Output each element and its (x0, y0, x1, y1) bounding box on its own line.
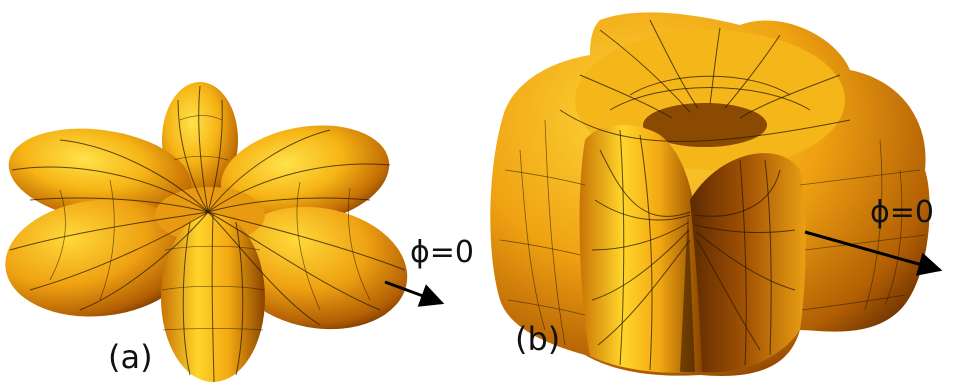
torus-front-lobe-right (690, 153, 806, 373)
panel-b-direction-label: ϕ=0 (870, 195, 934, 230)
lobe-front-center (161, 214, 265, 382)
panel-a-direction-label: ϕ=0 (410, 235, 474, 270)
lobe-front-left (5, 199, 195, 317)
torus-hole (643, 103, 767, 147)
torus-front-lobe (579, 125, 702, 373)
panel-b-label: (b) (515, 320, 560, 358)
panel-b-surface (490, 12, 943, 376)
lobe-back-right (220, 125, 390, 225)
panel-a-mesh (9, 85, 406, 383)
lobe-front-right (228, 206, 408, 330)
panel-a-label: (a) (108, 338, 153, 376)
panel-b-direction-arrow (804, 230, 943, 276)
torus-cusp (680, 212, 695, 372)
panel-b-mesh (499, 19, 926, 371)
panel-a-surface (5, 82, 445, 383)
panel-a-direction-arrow (384, 280, 445, 307)
